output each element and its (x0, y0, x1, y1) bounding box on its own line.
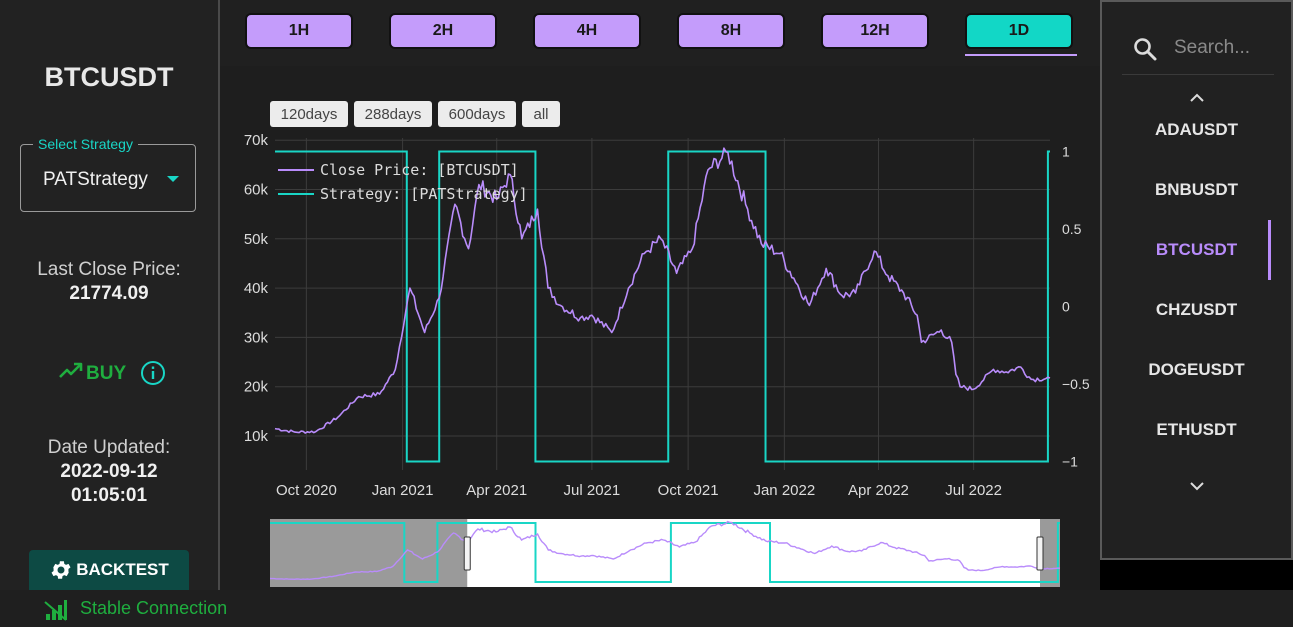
strategy-select-value: PATStrategy (43, 169, 148, 190)
navigator-strategy-line (270, 522, 1060, 583)
range-button-288days[interactable]: 288days (354, 101, 432, 127)
last-close-label: Last Close Price: (37, 259, 181, 280)
chevron-down-icon[interactable] (1188, 480, 1206, 492)
price-series-line (274, 147, 1051, 434)
x-tick-label: Jul 2022 (945, 482, 1002, 499)
status-bar: Stable Connection (0, 590, 1293, 627)
y-tick-label: 50k (244, 231, 269, 248)
y2-tick-label: 1 (1062, 144, 1070, 160)
strategy-select-label: Select Strategy (33, 136, 138, 152)
y-tick-label: 40k (244, 280, 269, 297)
date-updated-label: Date Updated: (47, 437, 171, 458)
y-tick-label: 60k (244, 182, 269, 199)
last-close-value: 21774.09 (69, 283, 149, 304)
legend-label-price: Close Price: [BTCUSDT] (320, 161, 519, 179)
connection-status: Stable Connection (80, 598, 228, 618)
x-tick-label: Jan 2021 (372, 482, 434, 499)
symbol-item-adausdt[interactable]: ADAUSDT (1154, 120, 1239, 139)
signal-text: BUY (86, 363, 127, 384)
symbol-title: BTCUSDT (44, 62, 174, 92)
y-tick-label: 70k (244, 132, 269, 149)
caret-down-icon (167, 176, 179, 182)
navigator-mask-right (1040, 519, 1060, 587)
x-tick-label: Oct 2020 (276, 482, 337, 499)
symbol-item-btcusdt[interactable]: BTCUSDT (1155, 240, 1238, 259)
tab-4h[interactable]: 4H (533, 13, 641, 49)
x-tick-label: Oct 2021 (658, 482, 719, 499)
navigator-price-line (269, 520, 1061, 581)
x-tick-label: Jan 2022 (753, 482, 815, 499)
panel-spacer (1100, 560, 1293, 590)
active-symbol-indicator (1268, 220, 1271, 280)
range-button-all[interactable]: all (522, 101, 560, 127)
search-input[interactable] (1174, 34, 1272, 62)
strategy-select[interactable]: Select Strategy PATStrategy (20, 136, 196, 212)
chart-area: 1H 2H 4H 8H 12H 1D 120days 288days 600days all O… (220, 0, 1100, 590)
x-tick-label: Apr 2022 (848, 482, 909, 499)
strategy-series-line (275, 150, 1050, 463)
tab-1h[interactable]: 1H (245, 13, 353, 49)
y-tick-label: 10k (244, 428, 269, 445)
tab-1d[interactable]: 1D (965, 13, 1073, 49)
timeframe-tabs: 1H 2H 4H 8H 12H 1D (220, 0, 1100, 66)
info-icon[interactable] (140, 360, 166, 386)
price-strategy-chart[interactable]: Oct 2020 Jan 2021 Apr 2021 Jul 2021 Oct 2021… (220, 0, 1100, 590)
search-icon (1134, 38, 1157, 61)
symbol-item-dogeusdt[interactable]: DOGEUSDT (1148, 360, 1245, 379)
y2-tick-label: −0.5 (1062, 376, 1090, 392)
range-button-600days[interactable]: 600days (438, 101, 516, 127)
date-updated-date: 2022-09-12 (60, 461, 158, 482)
tab-12h[interactable]: 12H (821, 13, 929, 49)
backtest-button[interactable]: BACKTEST (29, 550, 189, 590)
search-box (1122, 24, 1274, 75)
trending-up-icon (59, 362, 83, 378)
symbol-item-ethusdt[interactable]: ETHUSDT (1156, 420, 1237, 439)
y-tick-label: 30k (244, 329, 269, 346)
y2-tick-label: −1 (1062, 454, 1078, 470)
range-button-120days[interactable]: 120days (270, 101, 348, 127)
legend-label-strategy: Strategy: [PATStrategy] (320, 185, 528, 203)
chevron-up-icon[interactable] (1188, 92, 1206, 104)
date-updated-time: 01:05:01 (70, 485, 148, 506)
tab-2h[interactable]: 2H (389, 13, 497, 49)
navigator-handle-right[interactable] (1036, 536, 1044, 571)
signal-strength-icon (44, 600, 67, 621)
symbol-sidebar: ADAUSDT BNBUSDT BTCUSDT CHZUSDT DOGEUSDT ETHU… (1100, 0, 1293, 560)
signal-indicator: BUY (58, 354, 166, 386)
left-panel: BTCUSDT Select Strategy PATStrategy Last… (0, 0, 220, 590)
symbol-item-chzusdt[interactable]: CHZUSDT (1155, 300, 1238, 319)
backtest-label: BACKTEST (76, 560, 169, 579)
symbol-item-bnbusdt[interactable]: BNBUSDT (1154, 180, 1239, 199)
tab-8h[interactable]: 8H (677, 13, 785, 49)
active-tab-underline (965, 54, 1077, 56)
x-tick-label: Jul 2021 (564, 482, 621, 499)
y2-tick-label: 0.5 (1062, 221, 1082, 237)
x-tick-label: Apr 2021 (466, 482, 527, 499)
y-tick-label: 20k (244, 379, 269, 396)
gear-icon (51, 561, 71, 579)
y2-tick-label: 0 (1062, 299, 1070, 315)
navigator-handle-left[interactable] (463, 536, 471, 571)
